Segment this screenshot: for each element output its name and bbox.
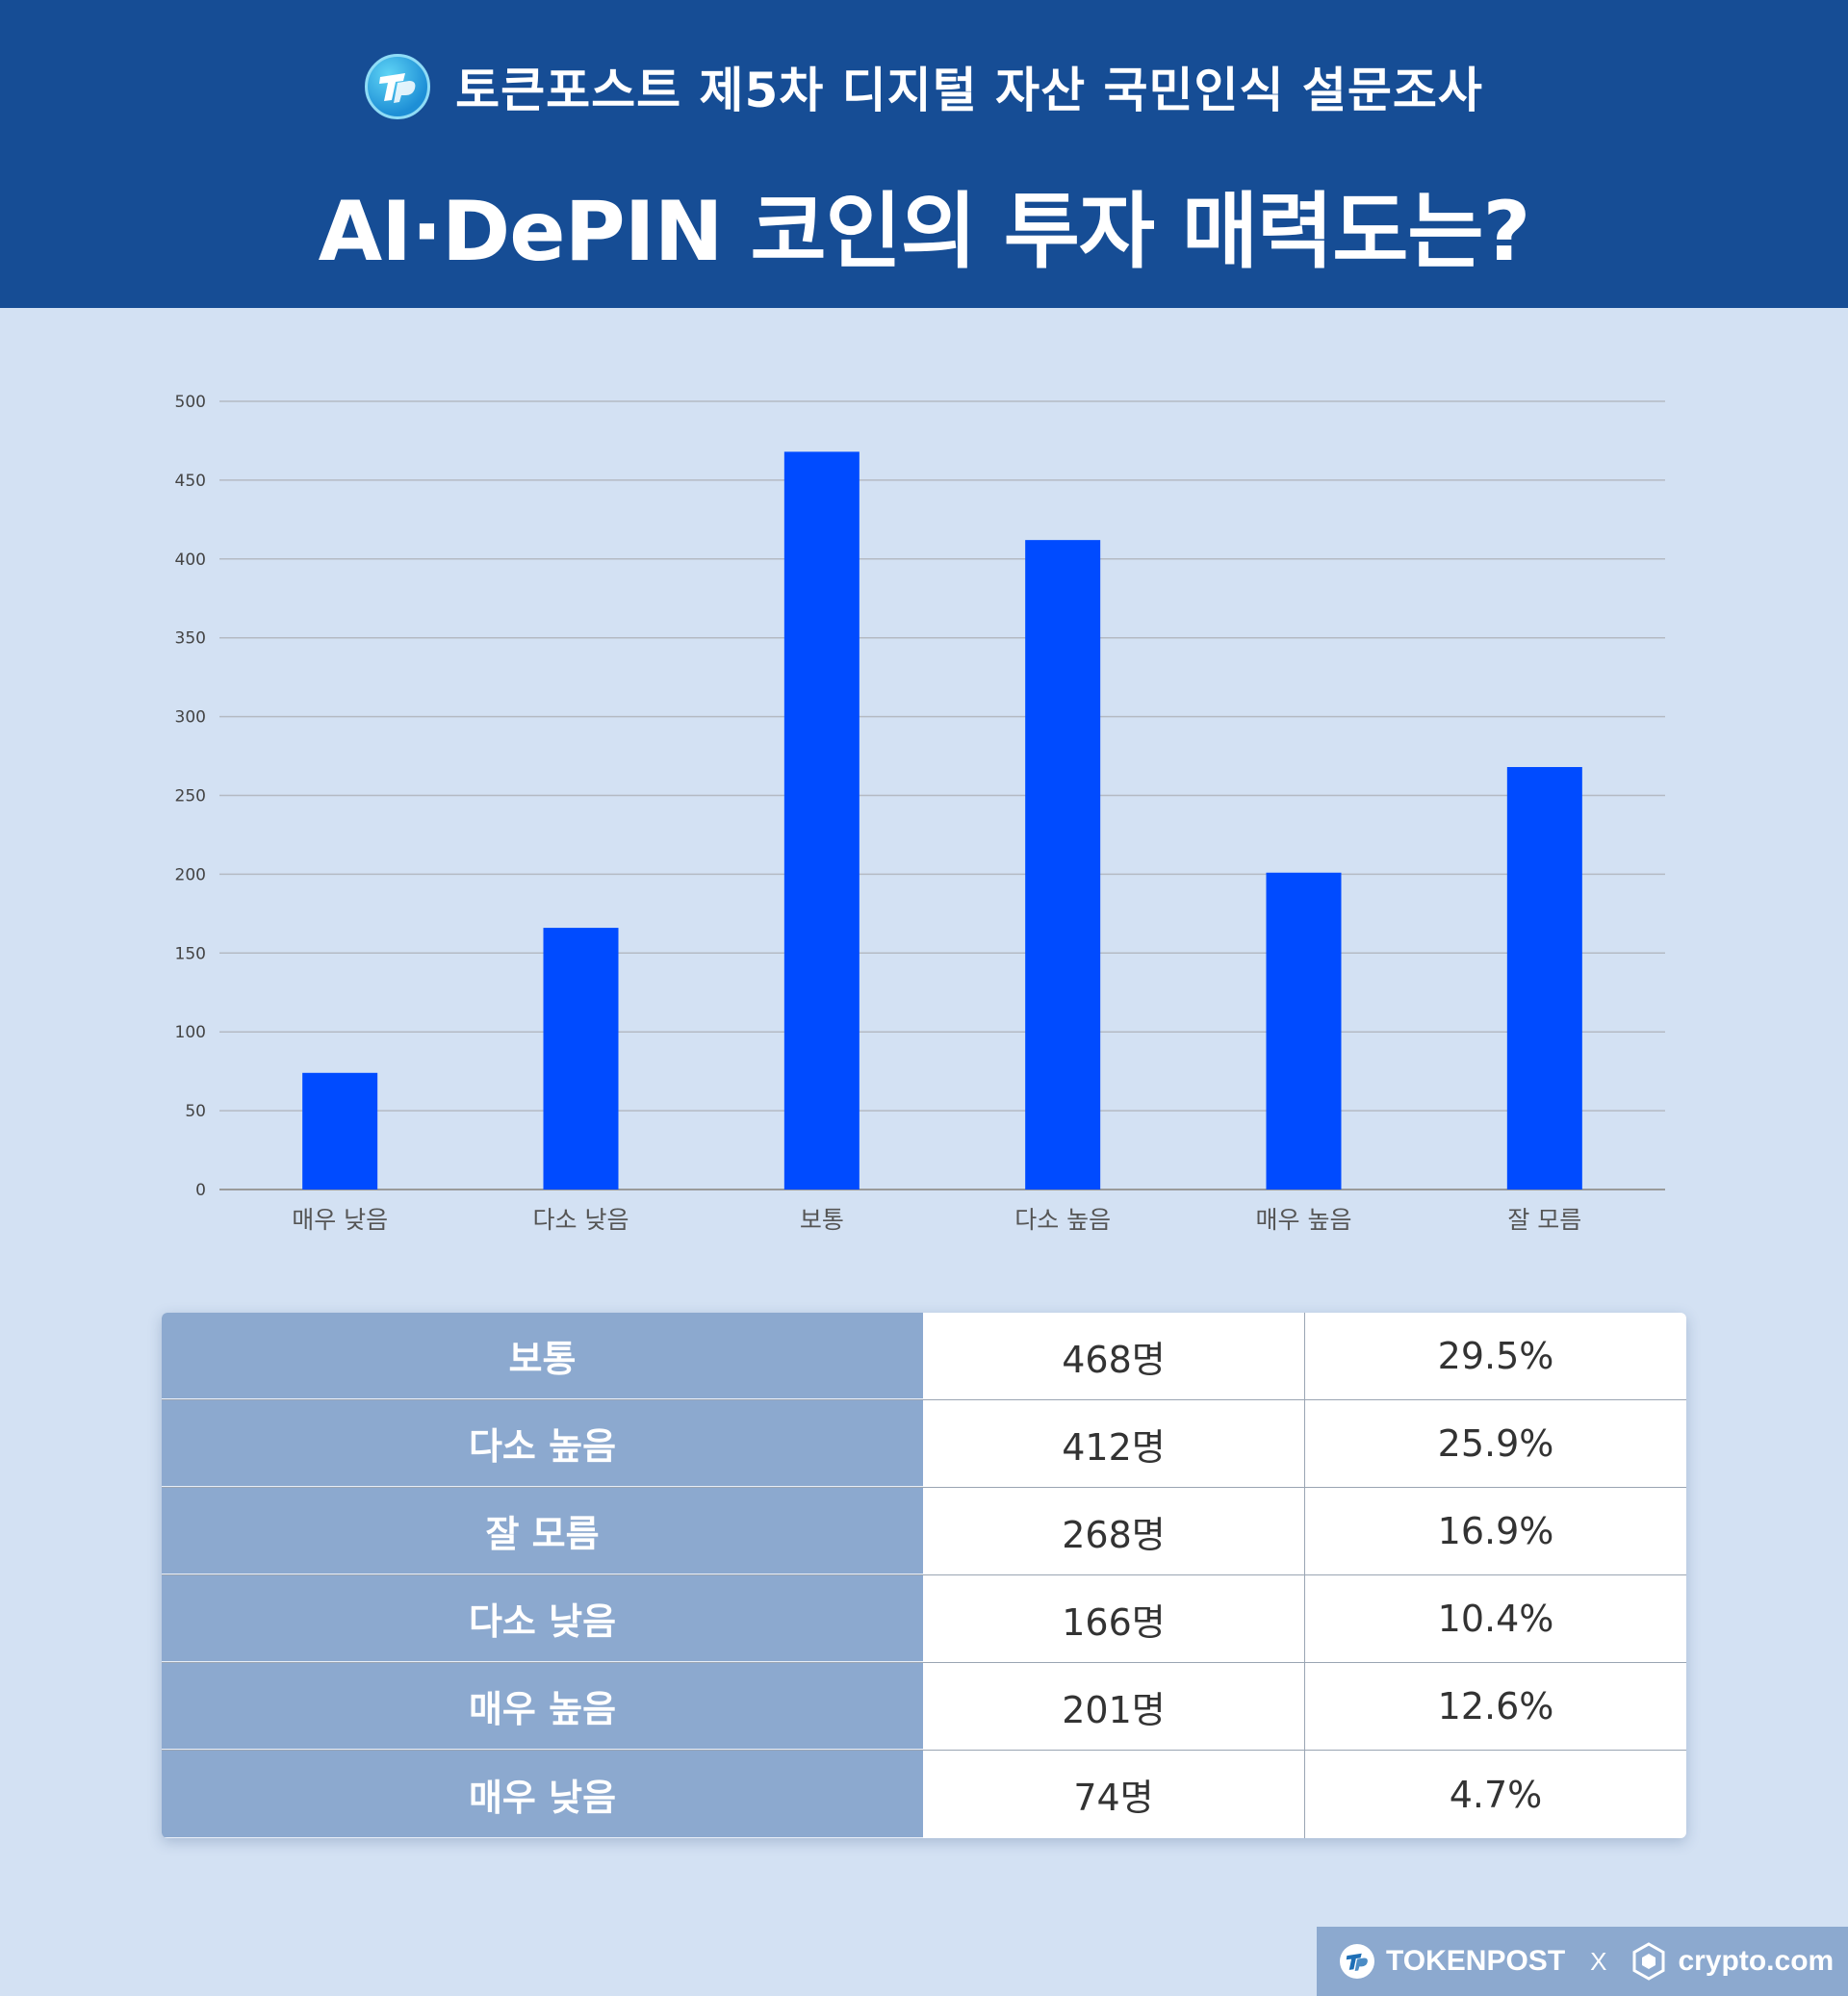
table-row: 잘 모름 268명 16.9% (162, 1488, 1686, 1575)
header: 토큰포스트 제5차 디지털 자산 국민인식 설문조사 AI·DePIN 코인의 … (0, 0, 1848, 308)
row-percent: 16.9% (1437, 1510, 1554, 1552)
y-tick-label: 500 (175, 393, 206, 412)
row-percent: 4.7% (1449, 1773, 1543, 1816)
footer-brand-bar: TOKENPOST X crypto.com (1317, 1927, 1848, 1996)
row-count: 412명 (923, 1400, 1305, 1487)
row-label: 매우 낮음 (162, 1751, 923, 1838)
row-count: 268명 (923, 1488, 1305, 1574)
bar-chart: 0 50 100 150 200 250 300 350 400 450 500 매우 낮음 다소 낮음… (175, 393, 1665, 1234)
tokenpost-logo-icon (365, 54, 431, 119)
row-label: 다소 낮음 (162, 1575, 923, 1662)
y-tick-label: 100 (175, 1023, 206, 1042)
results-table: 보통 468명 29.5% 다소 높음 412명 25.9% 잘 모름 268명 16.9% 다소… (162, 1313, 1686, 1838)
x-tick-label: 매우 낮음 (292, 1206, 388, 1234)
table-row: 다소 낮음 166명 10.4% (162, 1575, 1686, 1663)
row-percent: 25.9% (1437, 1422, 1554, 1465)
x-tick-label: 다소 높음 (1014, 1206, 1111, 1234)
page-title: AI·DePIN 코인의 투자 매력도는? (318, 184, 1531, 280)
row-label: 매우 높음 (162, 1663, 923, 1750)
bar (1266, 872, 1342, 1190)
x-tick-label: 잘 모름 (1507, 1206, 1581, 1234)
row-count: 74명 (923, 1751, 1305, 1838)
x-tick-label: 다소 낮음 (533, 1206, 629, 1234)
row-label: 보통 (162, 1313, 923, 1399)
survey-subtitle: 토큰포스트 제5차 디지털 자산 국민인식 설문조사 (455, 63, 1483, 118)
crypto-com-logo-icon (1631, 1942, 1666, 1981)
row-label: 다소 높음 (162, 1400, 923, 1487)
x-tick-label: 보통 (800, 1206, 844, 1234)
row-percent: 10.4% (1437, 1598, 1554, 1640)
bar (543, 928, 619, 1190)
y-tick-label: 350 (175, 629, 206, 649)
table-row: 매우 낮음 74명 4.7% (162, 1751, 1686, 1838)
row-percent: 29.5% (1437, 1335, 1554, 1377)
y-tick-label: 250 (175, 787, 206, 806)
row-count: 468명 (923, 1313, 1305, 1399)
y-tick-label: 300 (175, 708, 206, 728)
tokenpost-small-logo-icon (1340, 1944, 1374, 1979)
y-tick-label: 450 (175, 472, 206, 491)
row-label: 잘 모름 (162, 1488, 923, 1574)
tokenpost-wordmark: TOKENPOST (1386, 1945, 1566, 1977)
crypto-com-wordmark: crypto.com (1678, 1945, 1835, 1977)
brand-separator: X (1590, 1946, 1607, 1976)
table-row: 다소 높음 412명 25.9% (162, 1400, 1686, 1488)
y-tick-label: 50 (185, 1102, 206, 1121)
bar (1025, 540, 1101, 1190)
row-percent: 12.6% (1437, 1685, 1554, 1727)
table-row: 보통 468명 29.5% (162, 1313, 1686, 1400)
bar (1506, 767, 1582, 1190)
subtitle-row: 토큰포스트 제5차 디지털 자산 국민인식 설문조사 (0, 50, 1848, 123)
row-count: 201명 (923, 1663, 1305, 1750)
y-tick-label: 0 (195, 1181, 206, 1200)
bar (783, 451, 860, 1190)
x-tick-label: 매우 높음 (1256, 1206, 1352, 1234)
row-count: 166명 (923, 1575, 1305, 1662)
y-tick-label: 150 (175, 944, 206, 963)
y-tick-label: 200 (175, 865, 206, 884)
y-tick-label: 400 (175, 550, 206, 570)
table-row: 매우 높음 201명 12.6% (162, 1663, 1686, 1751)
bar (302, 1072, 378, 1190)
